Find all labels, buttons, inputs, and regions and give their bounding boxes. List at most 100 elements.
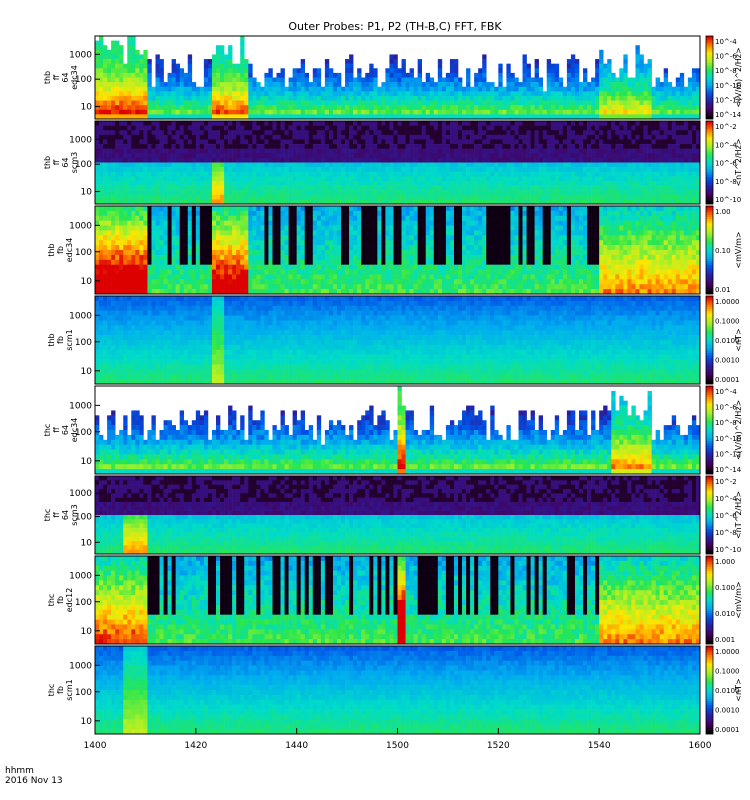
spectrogram-cell — [332, 190, 338, 196]
spectrogram-cell — [288, 134, 293, 140]
spectrogram-cell — [526, 130, 531, 136]
spectrogram-cell — [163, 171, 168, 177]
spectrogram-cell — [651, 162, 656, 168]
spectrogram-cell — [123, 134, 128, 140]
spectrogram-cell — [127, 54, 132, 60]
spectrogram-cell — [147, 134, 152, 140]
spectrogram-cell — [570, 121, 576, 126]
spectrogram-cell — [143, 153, 148, 159]
spectrogram-cell — [127, 77, 132, 83]
spectrogram-cell — [599, 190, 604, 196]
spectrogram-cell — [599, 134, 604, 140]
spectrogram-cell — [357, 144, 362, 149]
spectrogram-cell — [95, 176, 100, 182]
spectrogram-cell — [458, 114, 463, 120]
spectrogram-cell — [659, 134, 664, 140]
spectrogram-cell — [276, 121, 281, 126]
spectrogram-cell — [550, 63, 556, 69]
spectrogram-cell — [615, 153, 620, 159]
spectrogram-cell — [522, 185, 527, 191]
spectrogram-cell — [607, 91, 612, 97]
spectrogram-cell — [421, 95, 427, 101]
spectrogram-cell — [683, 139, 689, 145]
spectrogram-cell — [248, 105, 253, 111]
spectrogram-cell — [171, 72, 176, 78]
spectrogram-cell — [127, 245, 132, 251]
spectrogram-cell — [191, 105, 197, 111]
spectrogram-cell — [377, 194, 382, 200]
spectrogram-cell — [591, 77, 596, 83]
spectrogram-cell — [458, 199, 463, 205]
spectrogram-cell — [393, 167, 398, 173]
spectrogram-cell — [474, 167, 479, 173]
spectrogram-cell — [211, 139, 217, 145]
spectrogram-cell — [369, 185, 374, 191]
spectrogram-cell — [316, 105, 322, 111]
spectrogram-cell — [155, 245, 160, 251]
colorbar-segment — [706, 152, 713, 155]
y-tick-label: 1000 — [69, 135, 92, 145]
spectrogram-cell — [147, 114, 152, 120]
spectrogram-cell — [691, 190, 697, 196]
spectrogram-cell — [437, 190, 443, 196]
spectrogram-cell — [599, 144, 604, 149]
spectrogram-cell — [667, 162, 673, 168]
spectrogram-cell — [478, 82, 483, 88]
spectrogram-cell — [695, 125, 701, 131]
spectrogram-cell — [252, 77, 257, 83]
spectrogram-cell — [675, 100, 681, 106]
spectrogram-cell — [643, 72, 648, 78]
spectrogram-cell — [151, 264, 156, 270]
spectrogram-cell — [203, 153, 209, 159]
spectrogram-cell — [292, 157, 297, 163]
spectrogram-cell — [296, 194, 301, 200]
spectrogram-cell — [409, 95, 414, 101]
spectrogram-cell — [119, 284, 124, 290]
spectrogram-cell — [107, 153, 112, 159]
spectrogram-cell — [574, 148, 580, 154]
spectrogram-cell — [591, 153, 596, 159]
spectrogram-cell — [683, 105, 689, 111]
spectrogram-cell — [643, 63, 648, 69]
spectrogram-cell — [175, 130, 180, 136]
spectrogram-cell — [256, 134, 261, 140]
spectrogram-panel-2: thb ff 64 scm310001001010^-210^-410^-610^-8… — [43, 120, 743, 205]
spectrogram-cell — [462, 109, 467, 115]
spectrogram-cell — [115, 215, 120, 221]
spectrogram-cell — [437, 185, 443, 191]
spectrogram-cell — [635, 190, 640, 196]
spectrogram-cell — [522, 167, 527, 173]
spectrogram-cell — [542, 162, 548, 168]
spectrogram-cell — [345, 157, 350, 163]
spectrogram-cell — [542, 134, 548, 140]
spectrogram-cell — [256, 185, 261, 191]
spectrogram-cell — [95, 59, 100, 64]
spectrogram-cell — [357, 153, 362, 159]
spectrogram-cell — [494, 185, 499, 191]
spectrogram-cell — [627, 82, 632, 88]
spectrogram-cell — [123, 274, 128, 280]
spectrogram-cell — [599, 63, 604, 69]
spectrogram-cell — [320, 114, 326, 120]
spectrogram-cell — [687, 144, 693, 149]
spectrogram-cell — [619, 176, 624, 182]
spectrogram-cell — [591, 95, 596, 101]
spectrogram-cell — [550, 68, 556, 74]
spectrogram-cell — [405, 162, 410, 168]
spectrogram-cell — [147, 157, 152, 163]
spectrogram-cell — [187, 259, 193, 265]
spectrogram-cell — [631, 176, 636, 182]
spectrogram-cell — [591, 130, 596, 136]
spectrogram-cell — [671, 162, 677, 168]
spectrogram-cell — [425, 72, 431, 78]
spectrogram-cell — [458, 86, 463, 92]
spectrogram-cell — [159, 82, 164, 88]
spectrogram-cell — [111, 82, 116, 88]
spectrogram-cell — [232, 199, 237, 205]
spectrogram-cell — [324, 139, 330, 145]
spectrogram-cell — [377, 171, 382, 177]
spectrogram-cell — [458, 171, 463, 177]
spectrogram-cell — [570, 139, 576, 145]
spectrogram-cell — [490, 144, 495, 149]
spectrogram-cell — [554, 91, 560, 97]
